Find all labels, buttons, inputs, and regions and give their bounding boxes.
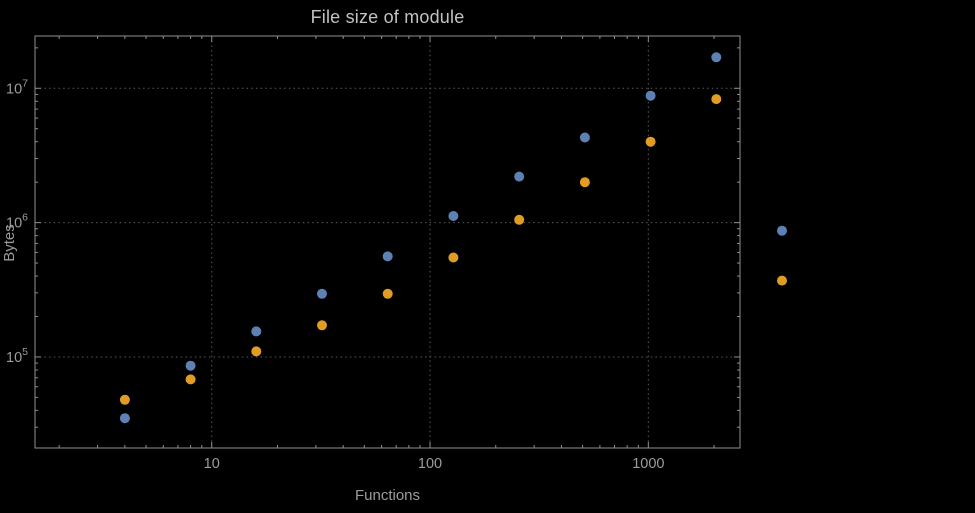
x-tick-label: 100 xyxy=(418,456,442,472)
data-point-orange xyxy=(382,288,393,299)
data-point-orange xyxy=(251,346,262,357)
data-point-orange xyxy=(711,94,722,105)
data-point-orange xyxy=(317,320,327,331)
data-point-orange xyxy=(645,136,656,147)
data-point-blue xyxy=(645,90,656,101)
data-point-orange xyxy=(119,394,130,405)
data-point-blue xyxy=(317,288,327,299)
data-point-blue xyxy=(251,326,262,337)
data-point-blue xyxy=(514,171,525,182)
y-tick-label: 106 xyxy=(6,212,28,232)
y-tick-label: 105 xyxy=(6,346,28,366)
x-axis-label: Functions xyxy=(354,487,421,504)
data-point-blue xyxy=(711,52,722,63)
chart-title: File size of module xyxy=(310,7,465,27)
data-point-orange xyxy=(514,214,525,225)
plot-frame xyxy=(34,35,741,449)
x-tick-label: 10 xyxy=(204,456,220,472)
data-point-blue xyxy=(382,251,393,262)
data-point-blue xyxy=(579,132,590,143)
data-point-orange xyxy=(777,275,787,286)
y-tick-label: 107 xyxy=(6,77,28,97)
data-point-blue xyxy=(185,360,196,371)
data-point-orange xyxy=(185,374,196,385)
x-tick-label: 1000 xyxy=(632,456,664,472)
data-point-orange xyxy=(448,252,459,263)
data-point-orange xyxy=(579,177,590,188)
data-point-blue xyxy=(119,413,130,424)
data-point-blue xyxy=(448,211,459,221)
data-point-blue xyxy=(777,225,787,236)
